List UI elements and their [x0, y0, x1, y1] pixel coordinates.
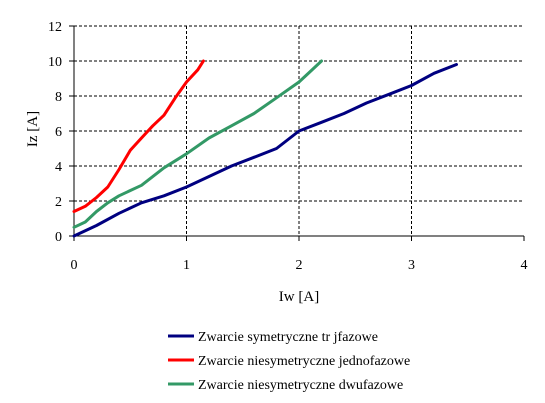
x-tick-label-2: 2: [296, 258, 303, 273]
y-tick-label-2: 2: [55, 195, 62, 210]
y-tick-label-10: 10: [48, 55, 62, 70]
x-axis-label: Iw [A]: [279, 289, 319, 305]
y-axis-label: Iz [A]: [25, 111, 41, 147]
y-tick-label-6: 6: [55, 125, 62, 140]
series-lines: [72, 59, 458, 238]
y-tick-label-0: 0: [55, 230, 62, 245]
legend: Zwarcie symetryczne tr jfazowe Zwarcie ni…: [168, 330, 410, 393]
y-axis-ticks: 0 2 4 6 8 10 12: [48, 20, 74, 245]
legend-label-2: Zwarcie niesymetryczne jednofazowe: [198, 354, 410, 369]
y-tick-label-4: 4: [55, 160, 62, 175]
legend-label-3: Zwarcie niesymetryczne dwufazowe: [198, 378, 403, 393]
series-line-2: [72, 59, 205, 213]
series-line-3: [72, 59, 323, 229]
x-tick-label-3: 3: [408, 258, 415, 273]
x-tick-label-0: 0: [71, 258, 78, 273]
y-tick-label-8: 8: [55, 90, 62, 105]
x-tick-label-4: 4: [521, 258, 528, 273]
x-axis-ticks: 0 1 2 3 4: [71, 236, 528, 273]
y-tick-label-12: 12: [48, 20, 62, 35]
series-line-1: [72, 63, 458, 238]
x-tick-label-1: 1: [183, 258, 190, 273]
legend-label-1: Zwarcie symetryczne tr jfazowe: [198, 330, 378, 345]
